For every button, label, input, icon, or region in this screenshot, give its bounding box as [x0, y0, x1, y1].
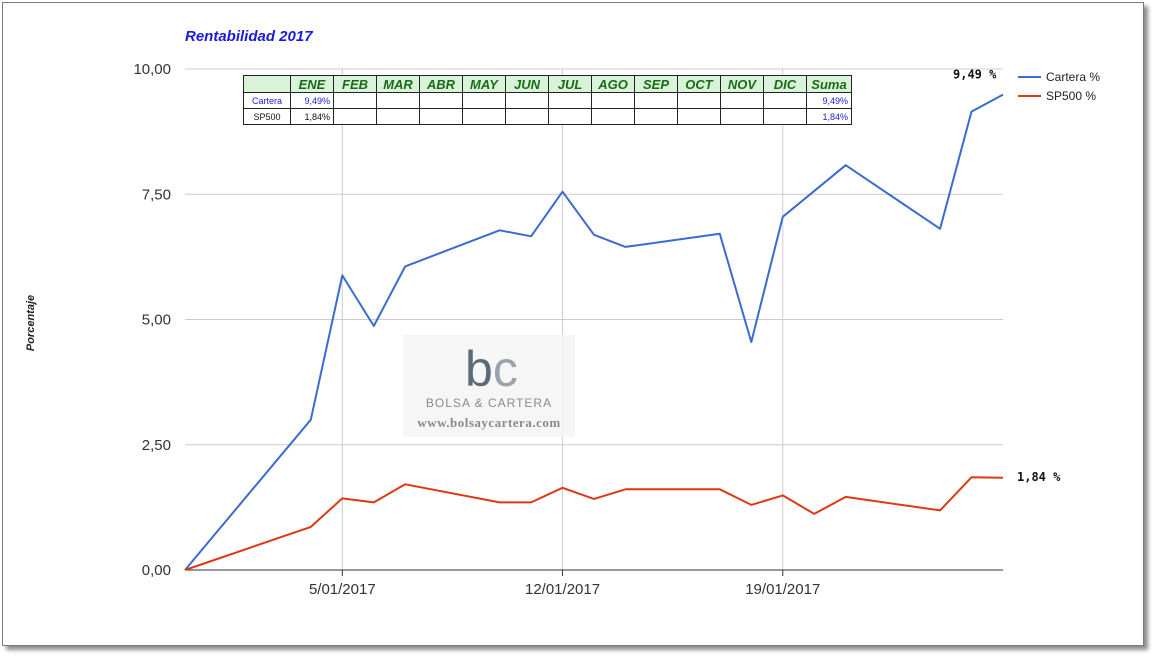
- table-sum-cell: 1,84%: [806, 108, 852, 125]
- series-line-sp500: [184, 476, 1004, 571]
- table-month-header: SEP: [634, 75, 678, 93]
- y-tick-label: 2,50: [142, 437, 171, 454]
- y-axis-label: Porcentaje: [25, 295, 37, 351]
- y-tick-label: 7,50: [142, 186, 171, 203]
- legend: Cartera % SP500 %: [1018, 70, 1100, 103]
- end-label-cartera: 9,49 %: [953, 68, 997, 82]
- table-cell: [634, 108, 678, 125]
- chart-frame: Rentabilidad 2017 Porcentaje 0,00 2,50 5,0…: [2, 2, 1144, 646]
- table-corner-cell: [243, 75, 291, 93]
- table-cell: 1,84%: [290, 108, 334, 125]
- summary-table: ENE FEB MAR ABR MAY JUN JUL AGO SEP OCT NOV DIC Suma…: [243, 75, 852, 125]
- table-row-name: Cartera: [243, 92, 291, 109]
- table-cell: [376, 92, 420, 109]
- table-month-header: AGO: [591, 75, 635, 93]
- table-row: SP500 1,84% 1,84%: [243, 108, 852, 125]
- table-month-header: ENE: [290, 75, 334, 93]
- watermark-logo: bc: [465, 341, 518, 397]
- table-row-name: SP500: [243, 108, 291, 125]
- table-cell: [677, 92, 721, 109]
- end-label-sp500: 1,84 %: [1017, 470, 1061, 484]
- table-cell: [591, 92, 635, 109]
- table-sum-header: Suma: [806, 75, 852, 93]
- series-group: [184, 93, 1004, 571]
- series-line-cartera: [184, 93, 1004, 571]
- y-tick-label: 0,00: [142, 562, 171, 579]
- watermark: bc BOLSA & CARTERA www.bolsaycartera.com: [403, 335, 575, 437]
- table-cell: [376, 108, 420, 125]
- table-cell: [763, 108, 807, 125]
- table-month-header: OCT: [677, 75, 721, 93]
- table-cell: [591, 108, 635, 125]
- table-cell: 9,49%: [290, 92, 334, 109]
- chart-title: Rentabilidad 2017: [185, 28, 313, 45]
- line-chart: Rentabilidad 2017 Porcentaje 0,00 2,50 5,0…: [25, 28, 1100, 598]
- axes: 0,00 2,50 5,00 7,50 10,00 5/01/2017 12/01/2017…: [133, 61, 1003, 598]
- table-cell: [505, 92, 549, 109]
- table-month-header: DIC: [763, 75, 807, 93]
- x-tick-label: 5/01/2017: [309, 581, 376, 598]
- table-sum-cell: 9,49%: [806, 92, 852, 109]
- y-tick-label: 10,00: [133, 61, 171, 78]
- table-month-header: JUN: [505, 75, 549, 93]
- summary-body: Cartera 9,49% 9,49% SP500 1,84% 1,84%: [243, 92, 852, 125]
- table-cell: [419, 108, 463, 125]
- table-cell: [462, 108, 506, 125]
- watermark-background: [403, 335, 575, 437]
- grid: [185, 68, 1003, 570]
- table-month-header: NOV: [720, 75, 764, 93]
- table-cell: [720, 92, 764, 109]
- end-labels: 9,49 % 1,84 %: [953, 68, 1061, 484]
- x-tick-label: 19/01/2017: [745, 581, 820, 598]
- y-tick-label: 5,00: [142, 312, 171, 329]
- table-cell: [333, 92, 377, 109]
- legend-label: Cartera %: [1046, 70, 1100, 84]
- table-month-header: FEB: [333, 75, 377, 93]
- table-month-header: MAY: [462, 75, 506, 93]
- legend-label: SP500 %: [1046, 89, 1096, 103]
- table-cell: [763, 92, 807, 109]
- table-cell: [677, 108, 721, 125]
- table-month-header: MAR: [376, 75, 420, 93]
- table-cell: [333, 108, 377, 125]
- table-cell: [548, 108, 592, 125]
- table-row: Cartera 9,49% 9,49%: [243, 92, 852, 109]
- summary-header-row: ENE FEB MAR ABR MAY JUN JUL AGO SEP OCT NOV DIC Suma: [243, 75, 852, 93]
- table-cell: [462, 92, 506, 109]
- x-tick-label: 12/01/2017: [525, 581, 600, 598]
- watermark-url: www.bolsaycartera.com: [417, 415, 560, 430]
- table-month-header: JUL: [548, 75, 592, 93]
- table-cell: [548, 92, 592, 109]
- table-cell: [720, 108, 764, 125]
- table-month-header: ABR: [419, 75, 463, 93]
- watermark-brand: BOLSA & CARTERA: [426, 396, 552, 410]
- table-cell: [419, 92, 463, 109]
- table-cell: [505, 108, 549, 125]
- table-cell: [634, 92, 678, 109]
